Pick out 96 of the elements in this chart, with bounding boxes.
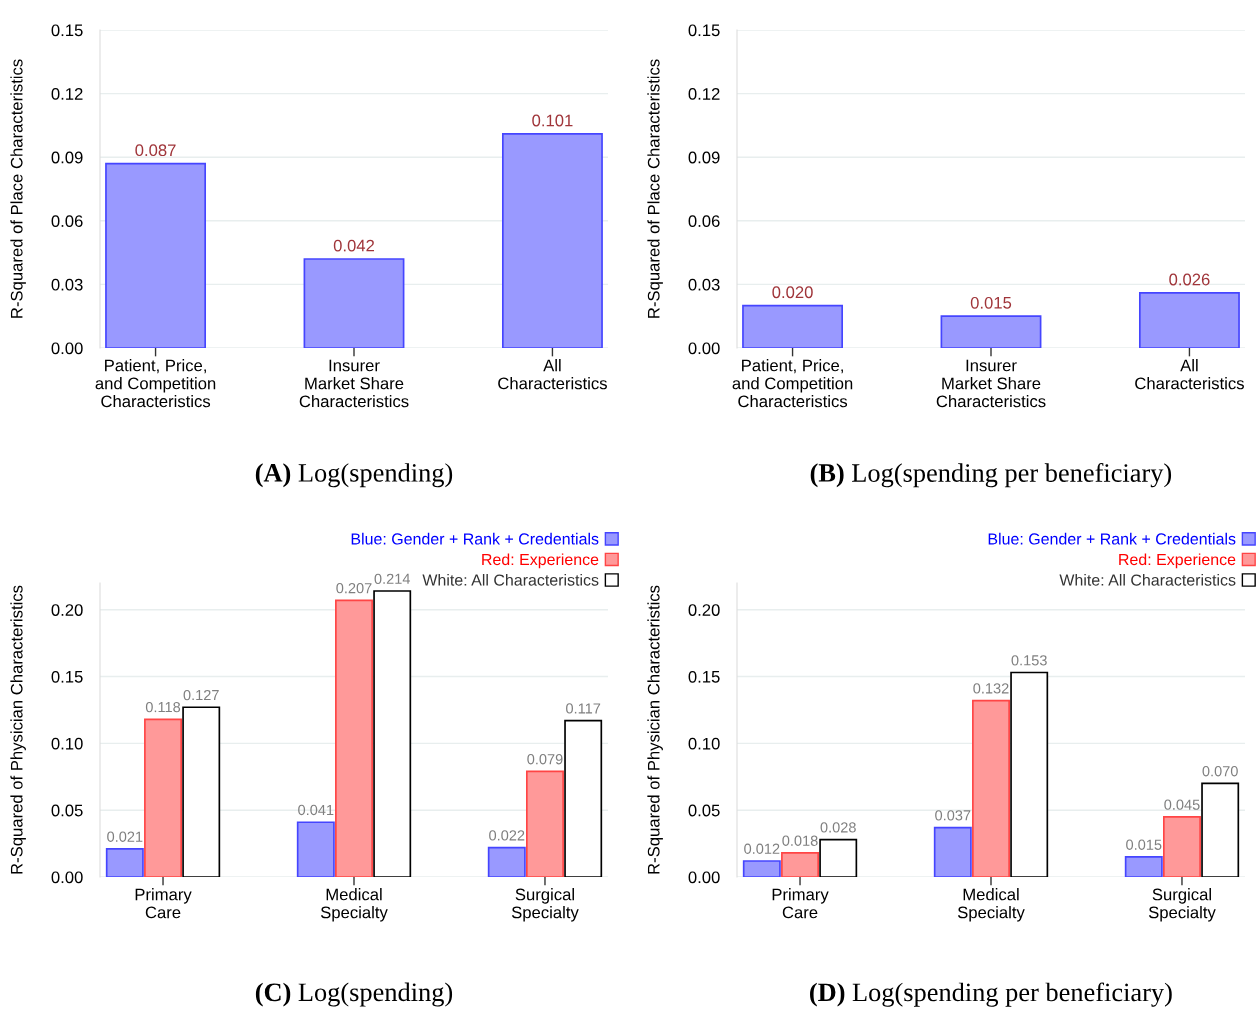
bar [742, 860, 781, 877]
bar [1124, 856, 1163, 877]
y-tick-label: 0.20 [51, 604, 83, 616]
data-label: 0.015 [1126, 839, 1162, 850]
y-tick-label: 0.06 [688, 215, 720, 227]
bar [742, 304, 844, 348]
x-tick-label: Medical Specialty [320, 888, 388, 922]
data-label: 0.207 [336, 583, 372, 594]
bar [335, 599, 373, 877]
bar [525, 770, 564, 877]
y-tick-label: 0.15 [688, 670, 720, 683]
y-axis-title: R-Squared of Physician Characteristics [647, 585, 663, 874]
bar [303, 258, 405, 348]
data-label: 0.118 [145, 701, 181, 713]
data-label: 0.022 [489, 830, 525, 841]
data-label: 0.026 [1169, 273, 1210, 286]
y-tick-label: 0.00 [688, 871, 720, 884]
y-tick-label: 0.10 [51, 737, 83, 750]
data-label: 0.079 [527, 754, 563, 765]
data-label: 0.087 [135, 144, 176, 157]
legend-label: White: All Characteristics [1059, 573, 1236, 586]
x-tick-label: Surgical Specialty [1148, 888, 1216, 922]
bar [105, 162, 207, 348]
bar [373, 590, 412, 877]
data-label: 0.045 [1164, 799, 1200, 810]
y-tick-label: 0.20 [688, 604, 720, 616]
bar [1162, 816, 1201, 877]
y-tick-label: 0.05 [688, 804, 720, 817]
y-tick-label: 0.09 [51, 151, 83, 164]
y-tick-label: 0.05 [51, 804, 83, 817]
bar [933, 826, 972, 877]
data-label: 0.028 [820, 822, 856, 833]
text: (A) Log(spending) [255, 463, 453, 488]
data-label: 0.037 [935, 810, 971, 821]
bar [296, 821, 335, 877]
y-tick-label: 0.15 [51, 24, 83, 37]
x-tick-label: Patient, Price, and Competition Characteristics [95, 359, 216, 408]
legend-label: White: All Characteristics [422, 573, 599, 586]
y-tick-label: 0.10 [688, 737, 720, 750]
text: (D) Log(spending per beneficiary) [810, 982, 1172, 1007]
text: (C) Log(spending) [255, 982, 453, 1007]
y-tick-label: 0.12 [51, 88, 83, 100]
y-tick-label: 0.00 [688, 342, 720, 355]
x-tick-label: Insurer Market Share Characteristics [299, 359, 409, 408]
bar [487, 846, 526, 877]
x-tick-label: Surgical Specialty [511, 888, 579, 922]
x-tick-label: Medical Specialty [957, 888, 1025, 922]
y-tick-label: 0.00 [51, 871, 83, 884]
legend-label: Blue: Gender + Rank + Credentials [351, 532, 599, 545]
bar [1138, 292, 1240, 348]
bar [1010, 671, 1049, 877]
data-label: 0.127 [183, 689, 219, 701]
x-tick-label: Insurer Market Share Characteristics [936, 359, 1046, 408]
bar [105, 848, 144, 877]
bar [972, 699, 1010, 877]
data-label: 0.021 [107, 831, 143, 842]
y-tick-label: 0.00 [51, 342, 83, 355]
bar [144, 718, 183, 877]
legend-label: Red: Experience [482, 553, 599, 569]
data-label: 0.020 [772, 286, 813, 299]
bar [501, 133, 603, 348]
data-label: 0.012 [744, 843, 780, 854]
data-label: 0.153 [1011, 655, 1047, 666]
bar [819, 838, 858, 877]
x-tick-label: Primary Care [135, 888, 192, 919]
y-tick-label: 0.03 [51, 278, 83, 291]
y-axis-title: R-Squared of Place Characteristics [647, 59, 663, 318]
legend-label: Red: Experience [1119, 553, 1236, 569]
data-label: 0.042 [333, 239, 375, 252]
bar [564, 719, 603, 877]
x-tick-label: All Characteristics [498, 359, 607, 390]
y-axis-title: R-Squared of Place Characteristics [10, 59, 26, 318]
bar [781, 852, 820, 877]
data-label: 0.132 [973, 683, 1009, 694]
y-tick-label: 0.15 [51, 670, 83, 683]
data-label: 0.214 [374, 573, 411, 584]
data-label: 0.015 [970, 296, 1012, 309]
data-label: 0.101 [532, 114, 573, 127]
data-label: 0.070 [1202, 766, 1238, 777]
y-tick-label: 0.03 [688, 278, 720, 291]
x-tick-label: All Characteristics [1135, 359, 1244, 390]
bar [182, 706, 221, 877]
y-tick-label: 0.15 [688, 24, 720, 37]
data-label: 0.117 [566, 703, 601, 714]
y-axis-title: R-Squared of Physician Characteristics [10, 585, 26, 874]
y-tick-label: 0.12 [688, 88, 720, 100]
bar [1201, 782, 1240, 877]
bar [940, 315, 1042, 348]
data-label: 0.018 [782, 835, 818, 846]
x-tick-label: Patient, Price, and Competition Characteristics [732, 359, 853, 408]
data-label: 0.041 [298, 804, 334, 816]
y-tick-label: 0.06 [51, 215, 83, 227]
legend-label: Blue: Gender + Rank + Credentials [988, 532, 1236, 545]
x-tick-label: Primary Care [772, 888, 829, 919]
text: (B) Log(spending per beneficiary) [810, 463, 1172, 488]
y-tick-label: 0.09 [688, 151, 720, 164]
